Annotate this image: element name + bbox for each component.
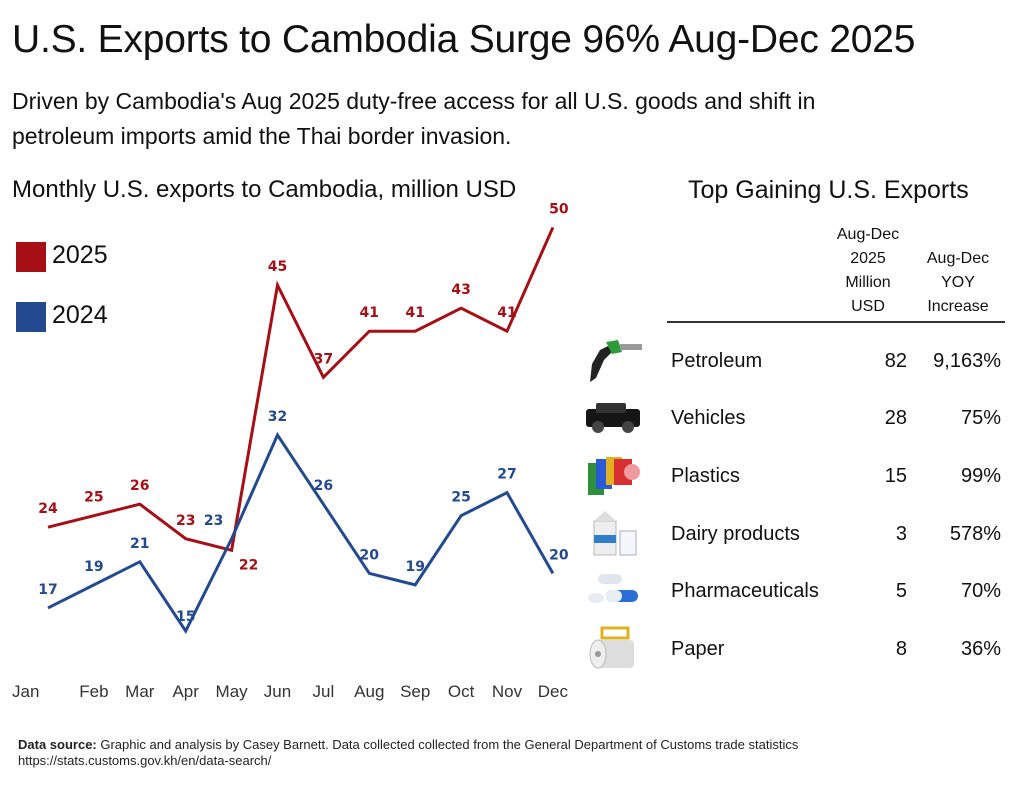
table-row-increase: 75%	[960, 407, 1001, 429]
milk-carton-icon	[582, 511, 644, 557]
data-label: 20	[360, 547, 380, 563]
header-line: Aug-Dec	[926, 250, 990, 267]
x-tick-label: Apr	[172, 682, 199, 701]
fuel-nozzle-icon	[582, 338, 644, 384]
data-label: 27	[497, 467, 516, 483]
x-tick-label: Jan	[12, 682, 39, 701]
x-tick-label: Jul	[313, 682, 335, 701]
data-label: 19	[84, 559, 103, 575]
data-label: 23	[176, 513, 195, 529]
x-tick-label: Mar	[125, 682, 155, 701]
data-label: 23	[204, 513, 223, 529]
data-label: 22	[239, 557, 258, 573]
table-row-value: 82	[884, 350, 907, 372]
table-row-increase: 70%	[960, 580, 1001, 602]
vehicle-icon	[582, 395, 644, 441]
table-row-name: Vehicles	[671, 407, 746, 429]
header-divider	[667, 321, 1005, 323]
data-label: 25	[84, 490, 103, 506]
data-label: 24	[38, 501, 58, 517]
data-label: 50	[549, 201, 569, 217]
data-label: 15	[176, 609, 195, 625]
table-row-increase: 99%	[960, 465, 1001, 487]
column-header-value: Aug-Dec 2025 Million USD	[823, 223, 913, 319]
data-label: 41	[360, 305, 379, 321]
data-label: 41	[497, 305, 516, 321]
data-label: 25	[451, 490, 470, 506]
data-label: 20	[549, 547, 569, 563]
legend-label-2025: 2025	[52, 241, 108, 269]
footer-url: https://stats.customs.gov.kh/en/data-sea…	[18, 753, 272, 768]
legend-swatch-2024	[16, 302, 46, 332]
data-label: 41	[405, 305, 424, 321]
footer-label: Data source:	[18, 737, 97, 752]
x-tick-label: Feb	[79, 682, 108, 701]
header-line: YOY	[941, 274, 975, 291]
line-chart: 24 25 26 23 22 45 37 41 41 43 41 50 17 19 21 15 23 32 26 20…	[12, 201, 569, 701]
header-line: Increase	[927, 298, 989, 315]
x-tick-label: May	[216, 682, 249, 701]
table-row-name: Dairy products	[671, 523, 800, 545]
table-row-value: 15	[884, 465, 907, 487]
data-label: 19	[405, 559, 424, 575]
table-row-value: 3	[895, 523, 907, 545]
x-tick-label: Oct	[448, 682, 475, 701]
table-row-name: Plastics	[671, 465, 740, 487]
x-tick-label: Jun	[264, 682, 291, 701]
header-line: USD	[851, 298, 885, 315]
pills-icon	[582, 568, 644, 614]
table-row-value: 28	[884, 407, 907, 429]
table-row-name: Paper	[671, 638, 725, 660]
data-label: 43	[451, 282, 470, 298]
footer-text: Graphic and analysis by Casey Barnett. D…	[96, 737, 799, 752]
chart-title: Monthly U.S. exports to Cambodia, millio…	[12, 176, 517, 203]
data-label: 21	[130, 536, 149, 552]
data-label: 26	[314, 478, 333, 494]
table-row-increase: 36%	[960, 638, 1001, 660]
x-tick-label: Dec	[538, 682, 569, 701]
header-line: Million	[845, 274, 891, 291]
header-line: 2025	[850, 250, 886, 267]
table-row-increase: 578%	[949, 523, 1001, 545]
table-row-value: 8	[895, 638, 907, 660]
legend-swatch-2025	[16, 242, 46, 272]
x-tick-label: Aug	[354, 682, 384, 701]
data-label: 45	[268, 259, 287, 275]
paper-roll-icon	[582, 626, 644, 672]
table-row-value: 5	[895, 580, 907, 602]
data-label: 17	[38, 582, 57, 598]
x-tick-label: Sep	[400, 682, 430, 701]
data-label: 32	[268, 409, 287, 425]
subtitle-line-2: petroleum imports amid the Thai border i…	[12, 123, 512, 149]
header-line: Aug-Dec	[836, 226, 900, 243]
series-line-2024	[47, 431, 555, 634]
footer-source: Data source: Graphic and analysis by Cas…	[18, 737, 798, 752]
legend-label-2024: 2024	[52, 301, 108, 329]
page-title: U.S. Exports to Cambodia Surge 96% Aug-D…	[12, 18, 916, 61]
subtitle-line-1: Driven by Cambodia's Aug 2025 duty-free …	[12, 88, 816, 114]
table-title: Top Gaining U.S. Exports	[688, 176, 969, 204]
data-label: 26	[130, 478, 149, 494]
table-row-name: Petroleum	[671, 350, 763, 372]
table-row-increase: 9,163%	[933, 350, 1001, 372]
series-line-2025	[47, 226, 555, 553]
data-label: 37	[314, 351, 333, 367]
column-header-increase: Aug-Dec YOY Increase	[917, 247, 999, 319]
plastic-rolls-icon	[582, 453, 644, 499]
x-tick-label: Nov	[492, 682, 523, 701]
table-row-name: Pharmaceuticals	[671, 580, 819, 602]
